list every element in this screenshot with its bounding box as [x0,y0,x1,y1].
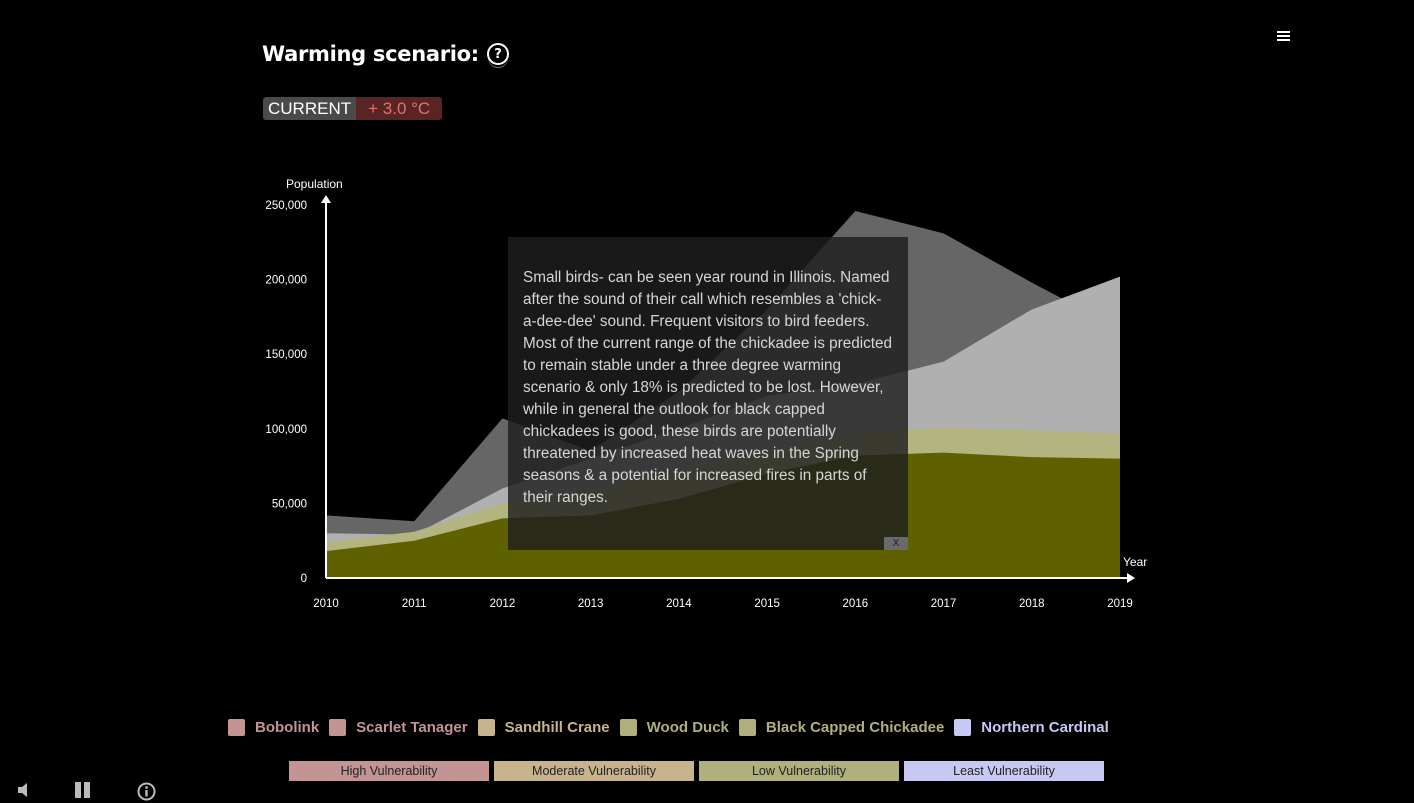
legend-swatch [619,719,637,736]
legend-swatch [738,719,756,736]
legend-item[interactable]: Wood Duck [619,719,729,736]
y-tick-label: 50,000 [272,498,307,510]
y-tick-label: 250,000 [265,200,307,212]
x-axis-label: Year [1123,555,1147,569]
species-legend: Bobolink Scarlet Tanager Sandhill Crane Woo… [228,719,1119,736]
vulnerability-badge: Low Vulnerability [699,761,899,781]
x-tick-label: 2012 [490,598,516,610]
title-text: Warming scenario: [262,42,479,66]
legend-item[interactable]: Sandhill Crane [477,719,610,736]
menu-icon[interactable] [1277,31,1290,43]
y-tick-label: 200,000 [265,275,307,287]
x-tick-label: 2011 [402,598,427,610]
y-tick-label: 0 [301,573,307,585]
x-tick-label: 2013 [578,598,604,610]
legend-label: Sandhill Crane [504,719,610,736]
legend-item[interactable]: Black Capped Chickadee [738,719,945,736]
vulnerability-badge: High Vulnerability [289,761,489,781]
current-button[interactable]: CURRENT [263,97,357,120]
page-title: Warming scenario: ? [262,42,509,66]
y-axis-arrow [321,195,331,203]
legend-swatch [329,719,347,736]
x-tick-label: 2018 [1019,598,1045,610]
species-tooltip: Small birds- can be seen year round in I… [508,237,908,550]
legend-swatch [228,719,245,736]
x-axis-arrow [1127,573,1135,583]
legend-label: Black Capped Chickadee [765,719,945,736]
legend-swatch [954,719,972,736]
info-icon[interactable] [137,782,156,801]
x-tick-label: 2016 [843,598,869,610]
tooltip-text: Small birds- can be seen year round in I… [523,269,893,506]
legend-label: Bobolink [255,719,320,736]
help-icon[interactable]: ? [486,43,509,65]
legend-label: Wood Duck [646,719,729,736]
scenario-toggle: CURRENT + 3.0 °C [263,97,443,120]
vulnerability-legend: High Vulnerability Moderate Vulnerability… [289,761,1104,781]
warming-button[interactable]: + 3.0 °C [356,97,443,120]
vulnerability-badge: Moderate Vulnerability [494,761,694,781]
pause-icon[interactable] [74,782,92,798]
legend-swatch [477,719,495,736]
y-tick-label: 150,000 [265,349,307,361]
y-axis-label: Population [286,177,343,191]
x-tick-label: 2015 [754,598,780,610]
speaker-icon[interactable] [16,782,32,798]
legend-label: Scarlet Tanager [356,719,468,736]
tooltip-close-button[interactable]: X [884,537,908,550]
legend-item[interactable]: Scarlet Tanager [329,719,468,736]
vulnerability-badge: Least Vulnerability [904,761,1104,781]
legend-item[interactable]: Northern Cardinal [954,719,1109,736]
x-tick-label: 2017 [931,598,957,610]
x-tick-label: 2014 [666,598,692,610]
y-tick-label: 100,000 [265,424,307,436]
legend-label: Northern Cardinal [981,719,1109,736]
x-tick-label: 2010 [313,598,339,610]
legend-item[interactable]: Bobolink [228,719,319,736]
x-tick-label: 2019 [1107,598,1133,610]
